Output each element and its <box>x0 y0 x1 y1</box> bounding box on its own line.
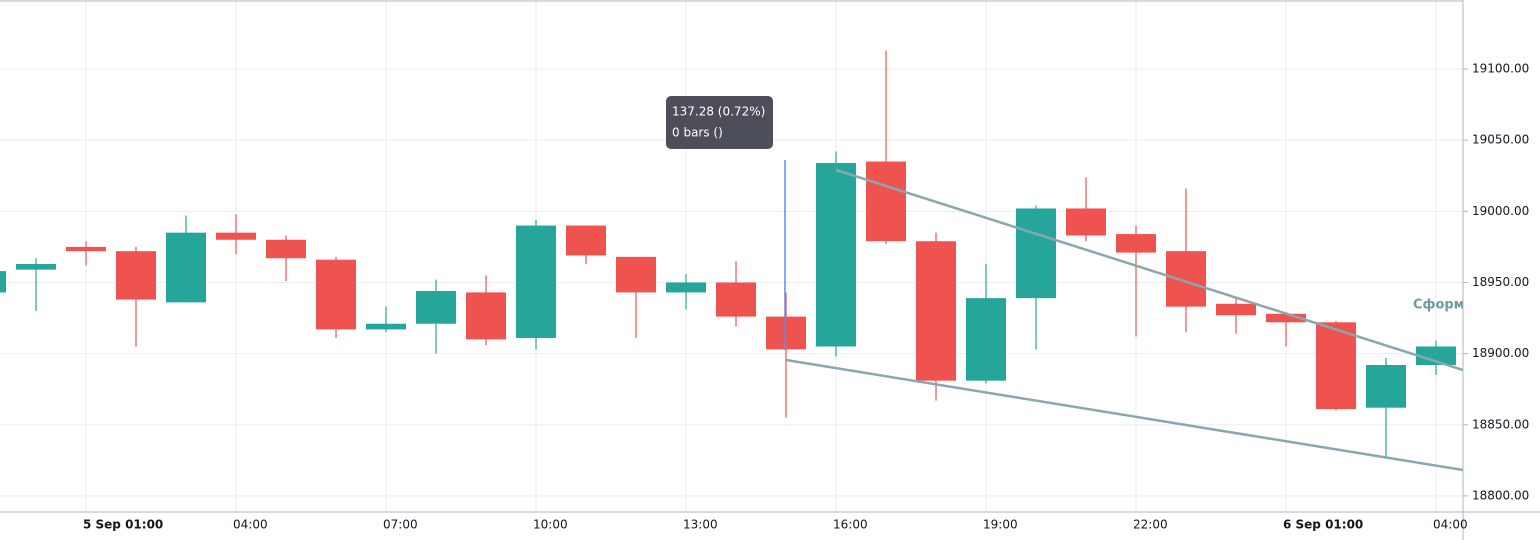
x-tick-label: 16:00 <box>833 518 868 532</box>
candle-body <box>316 259 356 330</box>
x-tick-label: 04:00 <box>233 518 268 532</box>
candle-body <box>516 225 556 338</box>
drawings <box>784 160 1463 472</box>
candle-body <box>1216 303 1256 316</box>
candle-body <box>566 225 606 256</box>
x-tick-label: 04:00 <box>1433 518 1468 532</box>
measure-tooltip <box>666 96 773 149</box>
x-tick-label: 6 Sep 01:00 <box>1283 518 1363 532</box>
candle-body <box>0 271 6 293</box>
candle-body <box>1266 313 1306 323</box>
candle-body <box>766 316 806 350</box>
candle-body <box>66 246 106 252</box>
line-label: Сформ <box>1413 298 1464 313</box>
candle-body <box>916 241 956 381</box>
candle-body <box>216 232 256 240</box>
candle-body <box>966 298 1006 381</box>
candle-body <box>416 291 456 324</box>
x-tick-label: 13:00 <box>683 518 718 532</box>
candle-body <box>366 323 406 330</box>
measure-bars: 0 bars () <box>672 126 723 140</box>
candle-body <box>616 256 656 293</box>
trend-line <box>785 358 1463 472</box>
candle-body <box>1366 365 1406 408</box>
candle-body <box>666 282 706 293</box>
measure-value: 137.28 (0.72%) <box>672 105 765 119</box>
candle-body <box>1066 208 1106 236</box>
candle-body <box>1116 234 1156 253</box>
y-tick-label: 18800.00 <box>1472 488 1529 502</box>
candle-body <box>716 282 756 317</box>
y-tick-label: 19100.00 <box>1472 62 1529 76</box>
candle-body <box>266 239 306 259</box>
candle-body <box>816 162 856 347</box>
candle-body <box>1316 322 1356 410</box>
y-tick-label: 18850.00 <box>1472 417 1529 431</box>
candle-body <box>16 263 56 270</box>
candle-body <box>116 251 156 300</box>
candle-body <box>866 161 906 242</box>
y-tick-label: 19050.00 <box>1472 133 1529 147</box>
x-tick-label: 19:00 <box>983 518 1018 532</box>
x-tick-label: 10:00 <box>533 518 568 532</box>
axis-labels: 18800.00 18850.00 18900.00 18950.00 19000.00… <box>83 62 1529 532</box>
y-tick-label: 18950.00 <box>1472 275 1529 289</box>
y-tick-label: 18900.00 <box>1472 346 1529 360</box>
candle-body <box>166 232 206 303</box>
x-tick-label: 07:00 <box>383 518 418 532</box>
candle-body <box>1416 346 1456 366</box>
candle-body <box>1016 208 1056 299</box>
candle-body <box>1166 251 1206 307</box>
x-tick-label: 22:00 <box>1133 518 1168 532</box>
candles <box>0 50 1456 458</box>
candle-body <box>466 292 506 340</box>
trend-line <box>835 168 1463 372</box>
x-tick-label: 5 Sep 01:00 <box>83 518 163 532</box>
y-tick-label: 19000.00 <box>1472 204 1529 218</box>
